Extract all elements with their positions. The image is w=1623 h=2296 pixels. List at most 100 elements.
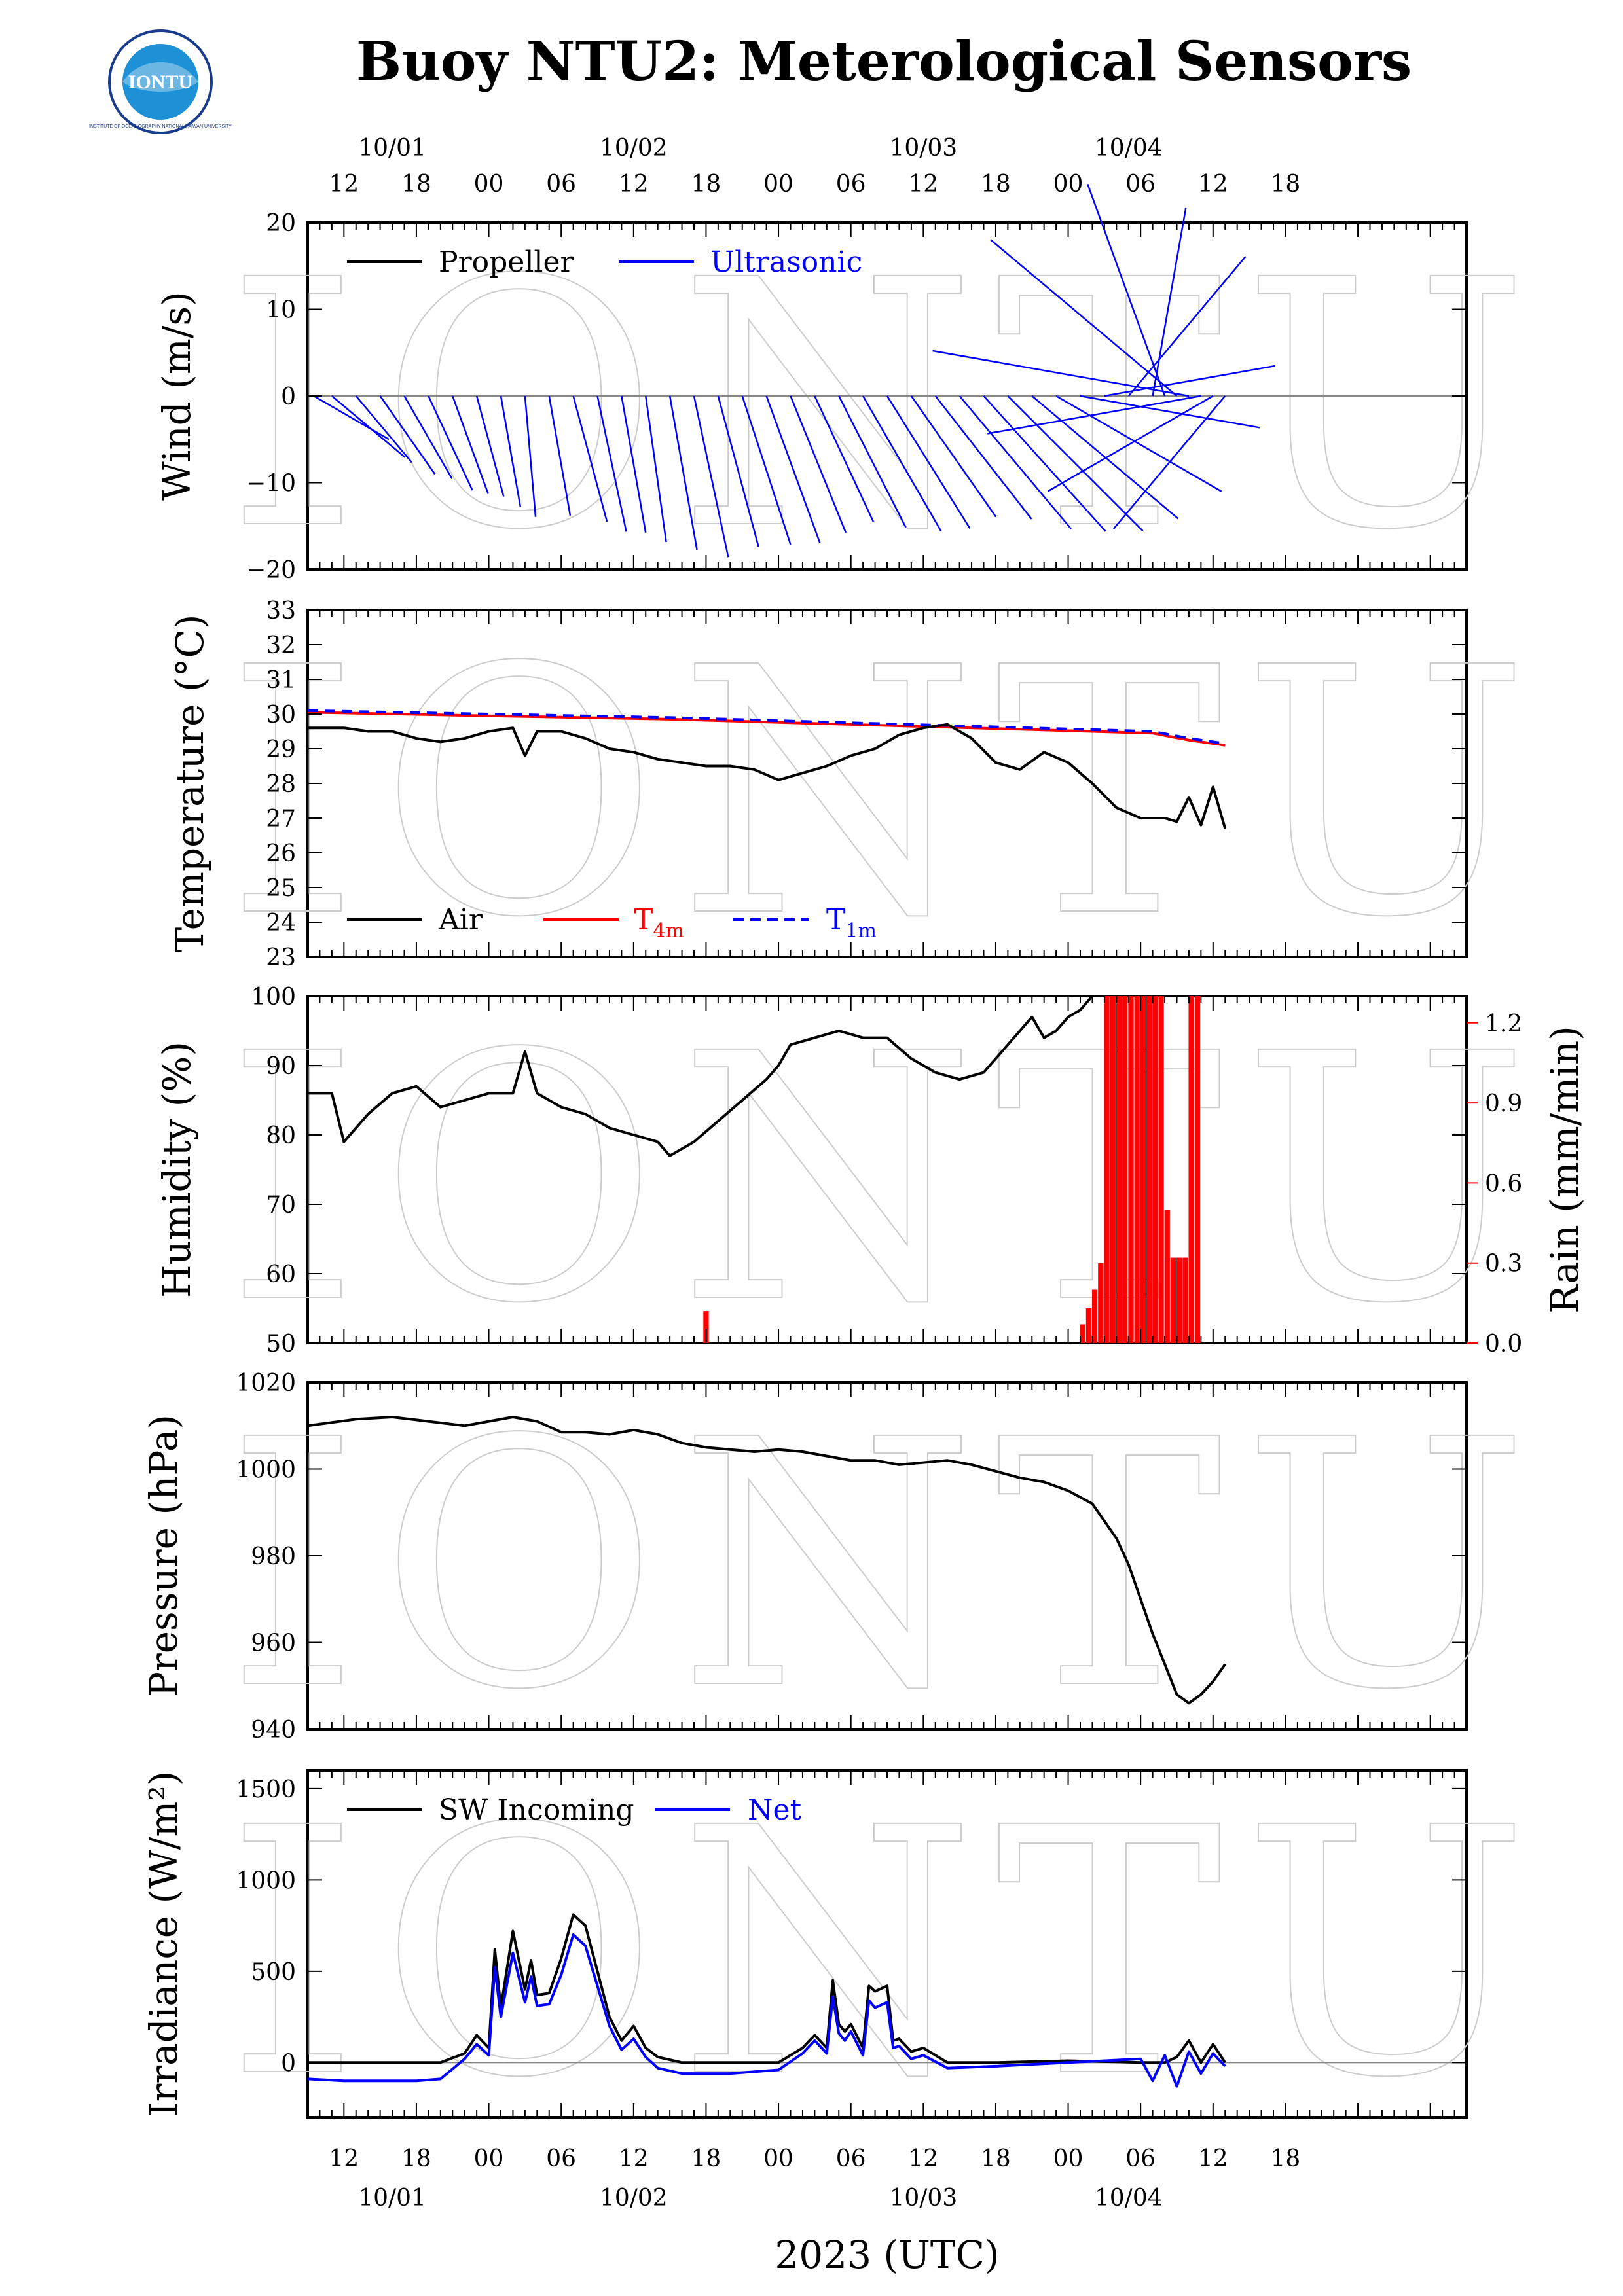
humidity-ylabel: Humidity (%) [155, 1041, 199, 1298]
y-tick-label: 80 [266, 1122, 296, 1149]
temperature-legend: Air T4m T1m [347, 903, 877, 942]
bottom-tick-label: 12 [908, 2145, 938, 2172]
rain-bar [1085, 1308, 1092, 1343]
bottom-tick-label: 00 [1053, 2145, 1084, 2172]
bottom-tick-label: 06 [836, 2145, 866, 2172]
y2-tick-label: 0.3 [1485, 1251, 1522, 1278]
wind-stick [403, 395, 453, 479]
wind-stick [741, 395, 792, 545]
bottom-date-label: 10/01 [358, 2185, 426, 2212]
top-date-label: 10/04 [1095, 135, 1163, 162]
series-air [308, 723, 1227, 829]
bottom-tick-label: 18 [981, 2145, 1011, 2172]
panel-time-ticks [307, 223, 1467, 2117]
y-tick-label: 100 [251, 984, 296, 1011]
wind-legend: Propeller Ultrasonic [347, 245, 862, 279]
y-tick-label: 90 [266, 1053, 296, 1080]
y-tick-label: 32 [266, 632, 296, 659]
wind-stick [862, 395, 942, 532]
wind-stick [668, 395, 698, 550]
top-date-label: 10/01 [358, 135, 426, 162]
legend-sw-label: SW Incoming [439, 1793, 634, 1827]
wind-stick [814, 395, 875, 522]
wind-stick [596, 395, 627, 532]
y-tick-label: 20 [266, 210, 296, 237]
rain-bar [1140, 996, 1146, 1343]
series-humidity [308, 996, 1093, 1157]
wind-ylabel: Wind (m/s) [155, 291, 199, 501]
bottom-tick-label: 12 [329, 2145, 359, 2172]
rain-bar [1098, 1263, 1104, 1343]
y-tick-label: 940 [251, 1717, 296, 1744]
wind-stick [452, 395, 489, 494]
panel-temperature-watermark: IONTU [225, 595, 1549, 992]
pressure-ylabel: Pressure (hPa) [141, 1414, 186, 1697]
rain-bar [1152, 996, 1158, 1343]
legend-t4m-label: T4m [634, 903, 684, 942]
chart-title: Buoy NTU2: Meterological Sensors [356, 30, 1412, 93]
y-tick-label: 23 [266, 944, 296, 971]
y-tick-label: 30 [266, 702, 296, 728]
series-t4m [308, 711, 1226, 747]
bottom-tick-label: 12 [619, 2145, 649, 2172]
top-tick-label: 12 [1198, 171, 1228, 198]
y-tick-label: 0 [281, 2050, 296, 2077]
series-net [308, 1933, 1226, 2088]
panel-humidity-watermark: IONTU [225, 981, 1549, 1378]
wind-stick [548, 395, 572, 516]
wind-stick [958, 395, 1072, 529]
wind-stick [331, 395, 406, 458]
y-tick-label: 0 [281, 384, 296, 410]
rain-ylabel: Rain (mm/min) [1542, 1026, 1587, 1314]
y2-tick-label: 0.9 [1485, 1090, 1522, 1117]
top-tick-label: 18 [691, 171, 721, 198]
legend-t1m-main: T [826, 903, 845, 937]
irradiance-ylabel: Irradiance (W/m²) [141, 1771, 186, 2117]
y-tick-label: 26 [266, 840, 296, 867]
top-tick-label: 06 [836, 171, 866, 198]
panel-pressure-watermark: IONTU [225, 1367, 1549, 1764]
y-tick-label: −20 [246, 557, 296, 584]
series-sw-incoming [308, 1913, 1226, 2064]
wind-stick [1080, 395, 1260, 429]
wind-stick [1152, 207, 1187, 397]
y-tick-label: 1000 [236, 1867, 296, 1894]
wind-stick [500, 395, 522, 507]
legend-propeller-label: Propeller [439, 245, 575, 279]
top-tick-label: 00 [763, 171, 793, 198]
top-tick-label: 00 [1053, 171, 1084, 198]
wind-stick [1112, 395, 1226, 529]
wind-stick [428, 395, 473, 491]
wind-stick [932, 350, 1190, 397]
top-tick-label: 00 [474, 171, 504, 198]
rain-bar [1116, 996, 1122, 1343]
bottom-tick-label: 18 [691, 2145, 721, 2172]
wind-stick [1055, 395, 1222, 492]
wind-stick [355, 395, 412, 463]
logo-text: IONTU [128, 71, 192, 93]
logo-ring-text: INSTITUTE OF OCEANOGRAPHY NATIONAL TAIWA… [89, 124, 232, 129]
top-date-label: 10/02 [600, 135, 668, 162]
y-tick-label: 980 [251, 1543, 296, 1570]
y-tick-label: 1500 [236, 1776, 296, 1803]
top-tick-label: 18 [1271, 171, 1301, 198]
wind-stick [987, 395, 1201, 435]
y-tick-label: 24 [266, 910, 296, 937]
y-tick-label: 50 [266, 1331, 296, 1357]
x-axis-label: 2023 (UTC) [775, 2233, 999, 2277]
wind-stick [645, 395, 667, 543]
wind-stick [886, 395, 971, 529]
top-tick-label: 12 [619, 171, 649, 198]
top-tick-label: 18 [401, 171, 431, 198]
legend-t4m-sub: 4m [653, 920, 684, 942]
panel-irradiance-watermark: IONTU [225, 1755, 1549, 2152]
wind-stick [379, 395, 436, 475]
legend-ultrasonic-label: Ultrasonic [710, 245, 862, 279]
rain-bar [1134, 996, 1140, 1343]
y-tick-label: 1020 [236, 1370, 296, 1397]
top-tick-label: 18 [981, 171, 1011, 198]
rain-bar [1194, 996, 1200, 1343]
rain-bar [1170, 1257, 1176, 1343]
logo-wave-icon [122, 62, 198, 92]
rain-bar [1188, 996, 1194, 1343]
